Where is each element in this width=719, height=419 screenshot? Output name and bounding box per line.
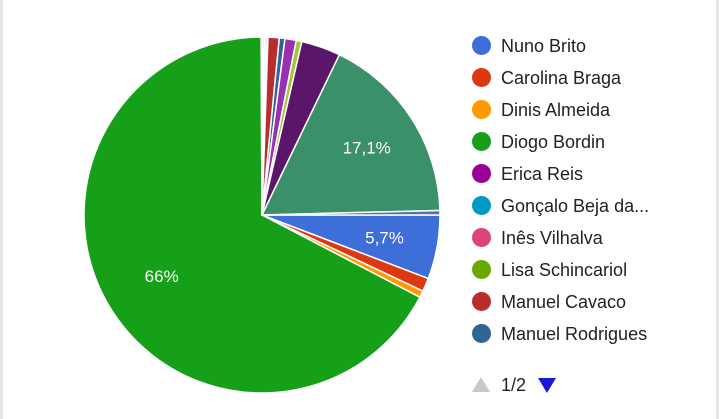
legend-label: Gonçalo Beja da... [501, 196, 650, 216]
legend-swatch [472, 100, 491, 119]
legend-swatch [472, 196, 491, 215]
right-edge-shadow [716, 0, 719, 419]
next-page-arrow-icon[interactable] [538, 378, 556, 393]
legend-label: Diogo Bordin [501, 132, 606, 152]
pie-slice[interactable] [83, 36, 421, 394]
legend-label: Erica Reis [501, 164, 584, 184]
legend-swatch [472, 324, 491, 343]
legend-swatch [472, 164, 491, 183]
legend-label: Lisa Schincariol [501, 260, 628, 280]
slice-percentage-label: 66% [145, 267, 179, 286]
legend-label: Inês Vilhalva [501, 228, 603, 248]
legend-swatch [472, 68, 491, 87]
slice-percentage-label: 5,7% [365, 229, 404, 248]
legend-label: Manuel Cavaco [501, 292, 627, 312]
pie-slice[interactable] [260, 53, 441, 216]
pie-slice[interactable] [261, 209, 441, 216]
legend-swatch [472, 292, 491, 311]
legend-label: Dinis Almeida [501, 100, 611, 120]
legend-swatch [472, 132, 491, 151]
left-edge-shadow [0, 0, 3, 419]
legend-swatch [472, 228, 491, 247]
legend-page-indicator: 1/2 [501, 375, 527, 395]
legend-label: Carolina Braga [501, 68, 622, 88]
legend-swatch [472, 36, 491, 55]
pie-chart: 5,7% 66% 17,1% [83, 36, 441, 394]
legend-swatch [472, 260, 491, 279]
legend-label: Manuel Rodrigues [501, 324, 648, 344]
previous-page-arrow-icon[interactable] [472, 377, 490, 392]
slice-percentage-label: 17,1% [343, 138, 391, 157]
legend-label: Nuno Brito [501, 36, 587, 56]
